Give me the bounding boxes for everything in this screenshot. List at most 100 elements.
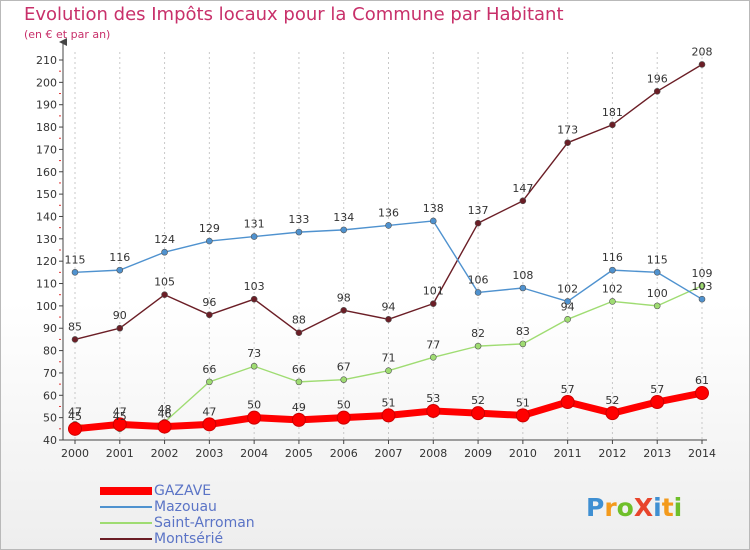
data-point [250, 362, 258, 370]
data-label: 57 [650, 383, 664, 396]
y-tick-label: 180 [36, 121, 57, 134]
data-point [206, 237, 213, 245]
data-label: 90 [113, 309, 127, 322]
data-point [250, 233, 258, 240]
x-tick-label: 2004 [240, 447, 268, 460]
legend-label-mazouau: Mazouau [154, 499, 217, 515]
axes: 40 50 60 70 80 90 100 110 120 130 140 150 160 170 180 1… [36, 38, 716, 460]
data-point [295, 329, 303, 337]
x-tick-label: 2014 [688, 447, 716, 460]
data-label: 102 [557, 282, 578, 295]
data-label: 108 [512, 269, 533, 282]
data-label: 53 [426, 392, 440, 405]
data-label: 105 [154, 276, 175, 289]
data-point [564, 139, 571, 147]
y-tick-label: 140 [36, 210, 57, 223]
data-label: 46 [158, 408, 172, 421]
data-label: 147 [512, 182, 533, 195]
data-point [653, 269, 661, 276]
data-label: 133 [288, 213, 309, 226]
y-tick-label: 150 [36, 188, 57, 201]
data-label: 88 [292, 314, 306, 327]
data-label: 137 [468, 204, 489, 217]
data-label: 181 [602, 106, 623, 119]
data-point [560, 395, 575, 409]
data-label: 208 [692, 45, 713, 58]
data-point [609, 298, 616, 305]
data-label: 50 [247, 399, 261, 412]
data-point [116, 266, 124, 274]
data-point [116, 324, 124, 332]
data-label: 83 [516, 325, 530, 338]
data-label: 98 [337, 291, 351, 304]
y-tick-label: 160 [36, 166, 57, 179]
data-point [385, 367, 392, 375]
data-point [291, 412, 306, 427]
y-tick-label: 90 [43, 322, 57, 335]
data-point [698, 282, 706, 290]
data-point [161, 291, 168, 299]
data-point [336, 410, 351, 425]
data-label: 134 [333, 211, 354, 224]
data-label: 77 [426, 338, 440, 351]
x-tick-label: 2000 [61, 447, 89, 460]
chart-title: Evolution des Impôts locaux pour la Comm… [24, 4, 564, 25]
data-label: 82 [471, 327, 485, 340]
data-label: 49 [292, 401, 306, 414]
x-tick-label: 2011 [554, 447, 582, 460]
x-tick-label: 2003 [195, 447, 223, 460]
svg-text:ProXiti: ProXiti [586, 493, 682, 522]
x-tick-label: 2008 [419, 447, 447, 460]
data-point [519, 197, 527, 205]
data-point [157, 419, 172, 434]
data-label: 115 [647, 253, 668, 266]
data-label: 73 [247, 347, 261, 360]
proxiti-logo: ProXiti [586, 493, 682, 522]
data-point [381, 408, 396, 423]
data-point [515, 408, 530, 423]
x-tick-label: 2002 [151, 447, 179, 460]
data-point [695, 386, 709, 401]
data-label: 52 [471, 394, 485, 407]
data-point [295, 228, 303, 236]
data-point [206, 378, 213, 386]
data-label: 173 [557, 124, 578, 137]
data-label: 47 [68, 405, 82, 418]
data-label: 103 [692, 280, 713, 293]
data-point [650, 395, 665, 409]
data-point [474, 219, 482, 227]
data-point [474, 289, 482, 296]
data-label: 124 [154, 233, 175, 246]
x-tick-label: 2005 [285, 447, 313, 460]
legend-swatch-saint-arroman [100, 522, 152, 524]
y-tick-label: 100 [36, 300, 57, 313]
data-label: 131 [244, 218, 265, 231]
data-label: 109 [692, 267, 713, 280]
data-label: 45 [113, 410, 127, 423]
data-label: 94 [561, 300, 575, 313]
y-tick-label: 170 [36, 143, 57, 156]
data-point [609, 266, 616, 274]
data-point [340, 226, 348, 234]
data-label: 57 [561, 383, 575, 396]
data-point [202, 417, 217, 432]
data-label: 116 [602, 251, 623, 264]
data-point [698, 295, 706, 303]
data-point [429, 300, 437, 307]
data-point [653, 87, 661, 95]
data-point [519, 284, 527, 292]
series [68, 61, 709, 436]
y-tick-label: 40 [43, 434, 57, 447]
legend-label-montserie: Montsérié [154, 531, 224, 547]
data-label: 50 [337, 399, 351, 412]
y-tick-label: 110 [36, 278, 57, 291]
y-tick-label: 190 [36, 99, 57, 112]
data-label: 96 [202, 296, 216, 309]
data-point [385, 222, 392, 229]
data-point [206, 311, 213, 319]
y-tick-label: 120 [36, 255, 57, 268]
data-point [471, 406, 486, 421]
y-tick-label: 210 [36, 54, 57, 67]
